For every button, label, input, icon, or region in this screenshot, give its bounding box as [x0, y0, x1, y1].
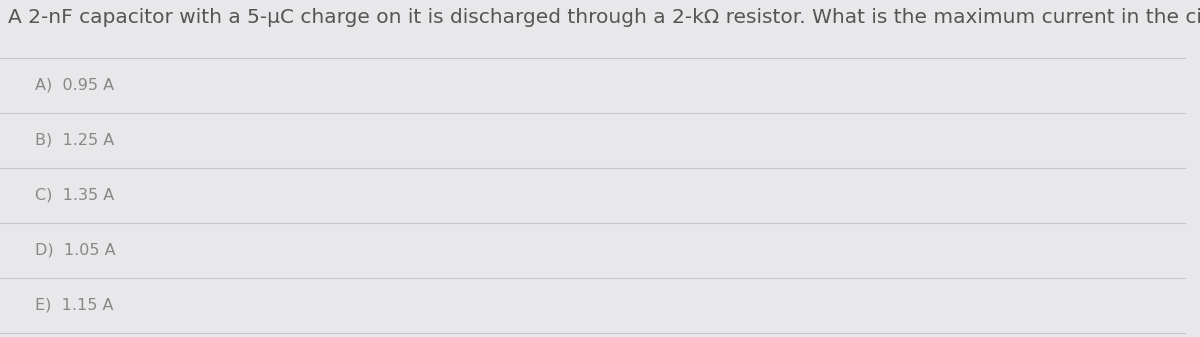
Text: C)  1.35 A: C) 1.35 A	[35, 187, 114, 203]
Text: A)  0.95 A: A) 0.95 A	[35, 78, 114, 92]
Text: A 2-nF capacitor with a 5-μC charge on it is discharged through a 2-kΩ resistor.: A 2-nF capacitor with a 5-μC charge on i…	[8, 8, 1200, 27]
Text: D)  1.05 A: D) 1.05 A	[35, 243, 115, 257]
Text: B)  1.25 A: B) 1.25 A	[35, 132, 114, 148]
Text: E)  1.15 A: E) 1.15 A	[35, 298, 114, 312]
